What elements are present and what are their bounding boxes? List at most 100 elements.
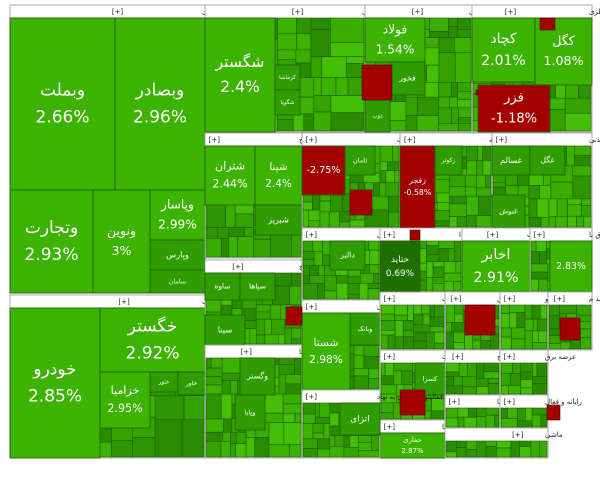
filler-tile [228, 236, 238, 258]
filler-tile [394, 304, 408, 316]
expand-button[interactable]: [+] [404, 136, 416, 144]
filler-tile [357, 450, 380, 458]
filler-tile [539, 185, 552, 200]
stock-name: شگستر [215, 53, 265, 72]
filler-tile [447, 248, 455, 262]
expand-button[interactable]: [+] [232, 263, 244, 271]
filler-tile [464, 174, 477, 188]
expand-button[interactable]: [+] [512, 431, 524, 439]
expand-button[interactable]: [+] [384, 295, 396, 303]
filler-tile [548, 343, 562, 350]
filler-tile [309, 275, 325, 284]
stock-tile [9, 17, 116, 191]
filler-tile [507, 407, 518, 419]
expand-button[interactable]: [+] [306, 393, 318, 401]
filler-tile [530, 251, 540, 265]
filler-tile [477, 145, 484, 161]
filler-tile [532, 376, 548, 385]
filler-tile [448, 25, 458, 39]
stock-name: وبملت [40, 80, 85, 100]
filler-tile [548, 328, 562, 337]
filler-tile [457, 416, 465, 428]
stock-change: 2.91% [474, 270, 519, 286]
expand-button[interactable]: [+] [240, 348, 252, 356]
stock-tile [349, 312, 381, 346]
filler-tile [443, 280, 454, 292]
stock-tile [477, 84, 551, 133]
stock-tile [114, 17, 206, 191]
filler-tile [530, 240, 537, 252]
expand-button[interactable]: [+] [306, 231, 318, 239]
expand-button[interactable]: [+] [112, 8, 124, 16]
filler-tile [429, 326, 445, 333]
filler-tile [329, 446, 345, 458]
filler-tile [536, 362, 548, 377]
expand-button[interactable]: [+] [449, 398, 461, 406]
stock-change: 0.69% [386, 269, 414, 279]
expand-button[interactable]: [+] [504, 295, 516, 303]
filler-tile [548, 216, 557, 228]
expand-button[interactable]: [+] [554, 295, 566, 303]
filler-tile [358, 283, 369, 300]
filler-tile [519, 446, 532, 458]
filler-tile [509, 304, 526, 313]
stock-name: شبریز [267, 215, 289, 225]
filler-tile [313, 77, 322, 96]
stock-tile [254, 204, 303, 236]
filler-tile [230, 431, 237, 444]
expand-button[interactable]: [+] [505, 8, 517, 16]
stock-name: فخوز [398, 74, 416, 83]
filler-tile [343, 435, 351, 448]
filler-tile [413, 324, 431, 333]
expand-button[interactable]: [+] [487, 231, 499, 239]
filler-tile [310, 29, 331, 58]
filler-tile [379, 182, 387, 197]
filler-tile [294, 357, 302, 375]
expand-button[interactable]: [+] [412, 8, 424, 16]
filler-tile [220, 393, 233, 420]
expand-button[interactable]: [+] [496, 136, 508, 144]
filler-tile [379, 145, 393, 163]
expand-button[interactable]: [+] [384, 353, 396, 361]
filler-tile [500, 385, 510, 395]
filler-tile [302, 265, 310, 277]
expand-button[interactable]: [+] [450, 295, 462, 303]
stock-tile [364, 17, 426, 63]
filler-tile [457, 90, 472, 100]
filler-tile [380, 334, 389, 350]
filler-tile [564, 112, 592, 132]
filler-tile [576, 304, 592, 316]
expand-button[interactable]: [+] [292, 8, 304, 16]
filler-tile [453, 342, 465, 350]
stock-tile [9, 189, 94, 294]
filler-tile [353, 375, 369, 390]
filler-tile [277, 33, 297, 51]
filler-tile [492, 182, 506, 188]
expand-button[interactable]: [+] [504, 398, 516, 406]
filler-tile [500, 407, 508, 419]
filler-tile [347, 293, 360, 300]
filler-tile [487, 383, 500, 395]
filler-tile [285, 374, 302, 385]
expand-button[interactable]: [+] [504, 353, 516, 361]
expand-button[interactable]: [+] [384, 231, 396, 239]
filler-tile [482, 160, 492, 176]
filler-tile [339, 211, 351, 223]
sector-header: رایانه و فعال [545, 398, 582, 406]
filler-tile [234, 213, 254, 228]
filler-tile [539, 304, 548, 320]
filler-tile [465, 449, 478, 458]
expand-button[interactable]: [+] [384, 423, 396, 431]
filler-tile [535, 240, 547, 252]
expand-button[interactable]: [+] [452, 353, 464, 361]
filler-tile [509, 373, 522, 386]
filler-tile [445, 385, 463, 395]
expand-button[interactable]: [+] [118, 298, 130, 306]
expand-button[interactable]: [+] [306, 136, 318, 144]
expand-button[interactable]: [+] [209, 136, 221, 144]
filler-tile [581, 205, 592, 217]
expand-button[interactable]: [+] [534, 231, 546, 239]
expand-button[interactable]: [+] [306, 303, 318, 311]
stock-name: کسرا [423, 375, 438, 383]
